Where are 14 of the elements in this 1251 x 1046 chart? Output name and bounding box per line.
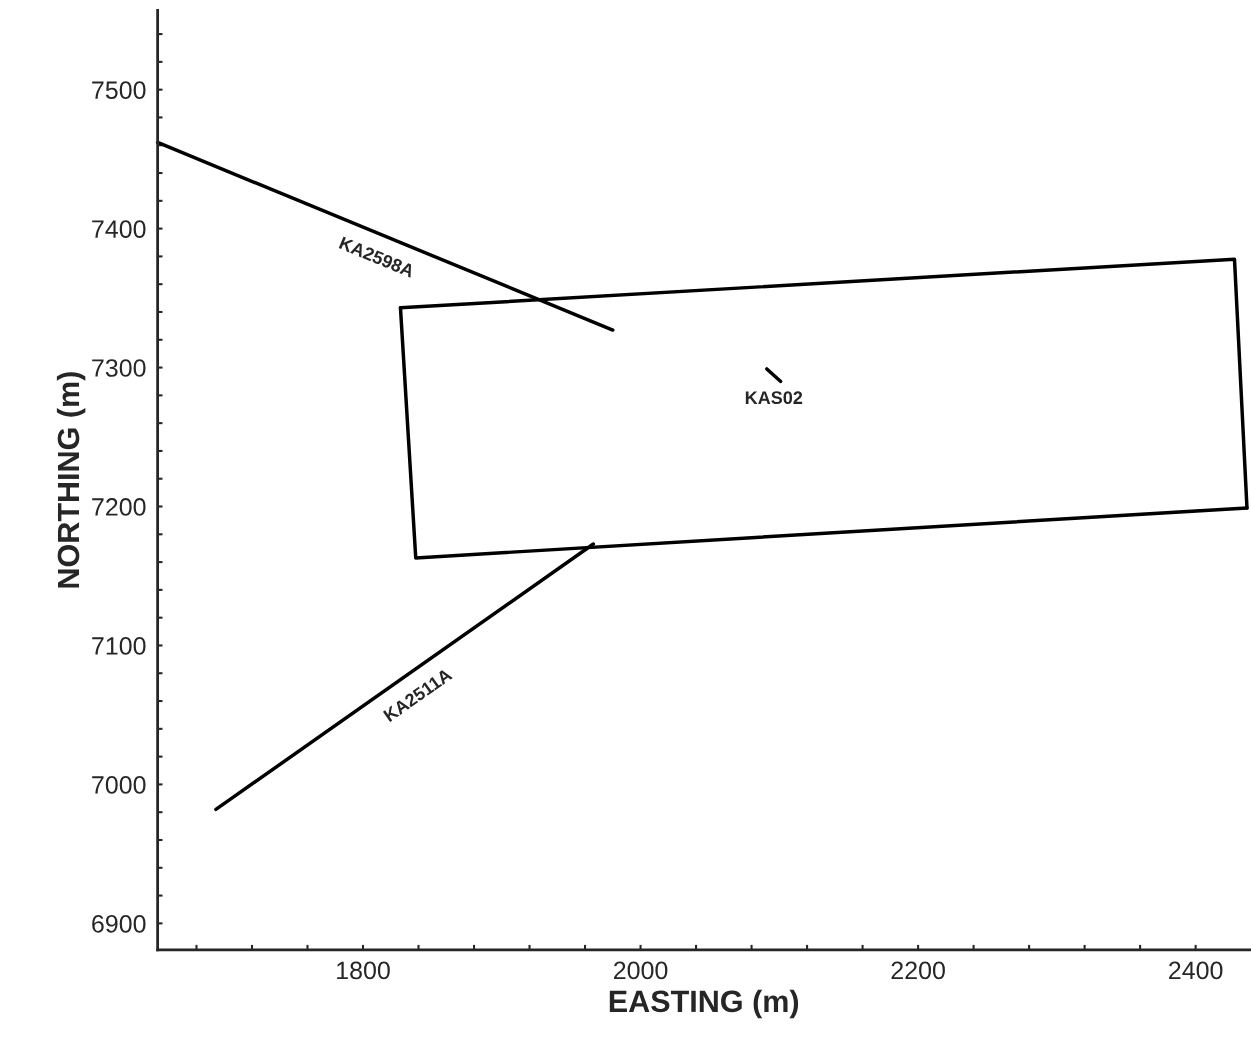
x-tick-label: 2200 [891,961,945,980]
series-label: KAS02 [745,391,803,405]
x-tick-label: 1800 [337,961,390,980]
y-tick-label: 7100 [92,637,146,655]
y-tick-label: 6900 [92,914,146,933]
y-tick-label: 7200 [92,498,146,516]
y-tick-label: 7300 [92,359,146,377]
y-tick-label: 7500 [92,81,146,99]
x-axis-title: EASTING (m) [609,989,799,1019]
x-tick-label: 2400 [1169,961,1223,980]
y-tick-label: 7000 [92,776,146,794]
y-tick-label: 7400 [92,220,146,238]
y-axis-title: NORTHING (m) [56,372,86,588]
x-tick-label: 2000 [614,961,668,980]
